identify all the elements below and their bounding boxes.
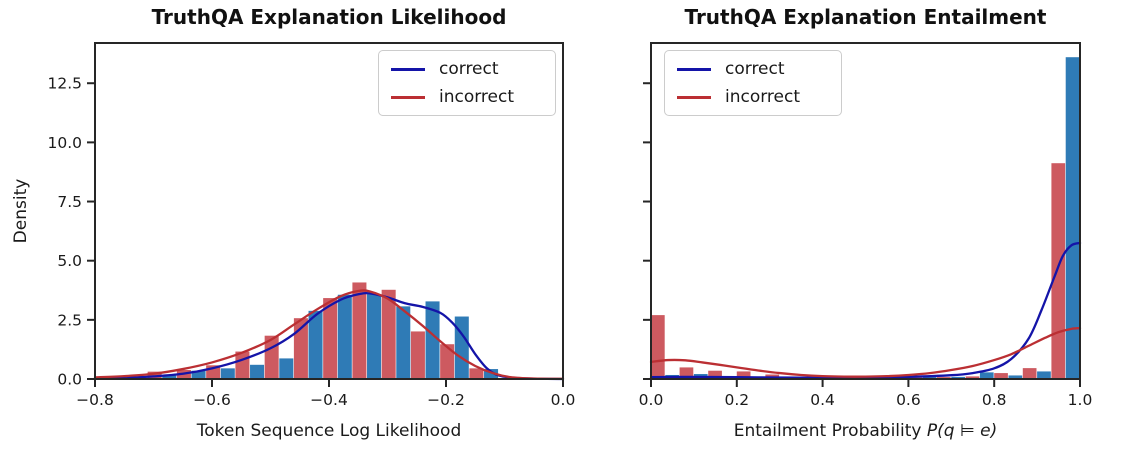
bar-correct <box>337 294 352 379</box>
bar-correct <box>308 310 323 379</box>
bar-correct <box>1008 375 1023 379</box>
x-tick-label: 0.0 <box>551 391 576 409</box>
bar-incorrect <box>1022 368 1037 379</box>
y-tick-label: 0.0 <box>57 371 82 389</box>
bar-correct <box>250 364 265 379</box>
x-tick-label: −0.6 <box>193 391 231 409</box>
y-axis-ticks: 0.0 2.5 5.0 7.5 10.0 12.5 <box>47 75 94 389</box>
x-tick-label: 0.0 <box>639 391 664 409</box>
x-tick-label: −0.4 <box>310 391 348 409</box>
correct-line-swatch <box>391 67 425 71</box>
x-tick-label: 0.6 <box>896 391 921 409</box>
bar-correct <box>951 376 966 379</box>
x-tick-label: −0.8 <box>76 391 114 409</box>
histogram-bars-correct <box>162 294 499 379</box>
correct-line-swatch <box>677 67 711 71</box>
legend-entry-correct: correct <box>391 60 543 79</box>
right-chart-xlabel-math: P(q ⊨ e) <box>926 421 998 441</box>
plot-area-1: 0.0 0.2 0.4 0.6 0.8 1.0 <box>639 42 1093 409</box>
kde-curve-incorrect <box>93 289 565 380</box>
bar-incorrect <box>410 331 425 379</box>
bar-incorrect <box>994 373 1008 379</box>
bar-incorrect <box>293 318 308 379</box>
bar-correct <box>425 301 440 379</box>
y-tick-label: 2.5 <box>57 311 82 329</box>
bar-correct <box>1065 57 1080 379</box>
plot-area-0: −0.8 −0.6 −0.4 −0.2 0.0 0.0 2.5 5.0 7.5 10.0 12.5 <box>47 42 575 409</box>
legend-correct-label: correct <box>725 59 785 79</box>
bar-incorrect <box>650 315 665 379</box>
bar-correct <box>484 369 499 379</box>
bar-correct <box>191 370 206 379</box>
bar-incorrect <box>1051 163 1066 379</box>
bar-correct <box>367 294 382 379</box>
x-tick-label: 1.0 <box>1068 391 1093 409</box>
legend-entry-incorrect: incorrect <box>677 86 829 107</box>
right-chart-xlabel-text: Entailment Probability <box>733 421 927 441</box>
legend-incorrect-label: incorrect <box>725 86 801 107</box>
y-tick-label: 10.0 <box>47 134 82 152</box>
incorrect-line-swatch <box>391 95 425 99</box>
left-chart-xlabel: Token Sequence Log Likelihood <box>95 421 563 441</box>
left-chart-title: TruthQA Explanation Likelihood <box>151 5 507 29</box>
bar-correct <box>396 306 411 379</box>
bar-incorrect <box>965 376 980 379</box>
left-chart-ylabel: Density <box>11 178 31 244</box>
bar-incorrect <box>440 344 455 379</box>
x-axis-ticks: 0.0 0.2 0.4 0.6 0.8 1.0 <box>639 380 1093 409</box>
bar-incorrect <box>235 351 250 379</box>
histogram-bars-incorrect <box>650 163 1066 379</box>
bar-correct <box>279 358 294 379</box>
bar-incorrect <box>323 298 338 379</box>
y-axis-ticks <box>643 82 650 380</box>
right-chart-xlabel: Entailment Probability P(q ⊨ e) <box>651 421 1080 441</box>
kde-curve-incorrect <box>649 326 1082 378</box>
right-chart-legend: correct incorrect <box>664 50 842 117</box>
histogram-bars-incorrect <box>147 282 484 379</box>
bar-correct <box>162 375 177 379</box>
y-tick-label: 5.0 <box>57 252 82 270</box>
legend-incorrect-label: incorrect <box>439 86 515 107</box>
bar-correct <box>454 316 469 379</box>
axes-spines <box>94 42 564 380</box>
legend-entry-correct: correct <box>677 60 829 79</box>
x-tick-label: −0.2 <box>427 391 465 409</box>
left-chart-xlabel-text: Token Sequence Log Likelihood <box>196 421 462 441</box>
bar-incorrect <box>381 289 396 379</box>
bar-incorrect <box>679 367 694 379</box>
x-tick-label: 0.2 <box>724 391 749 409</box>
y-tick-label: 7.5 <box>57 193 82 211</box>
axes-spines <box>650 42 1081 380</box>
x-tick-label: 0.4 <box>810 391 835 409</box>
x-tick-label: 0.8 <box>982 391 1007 409</box>
bar-correct <box>1037 371 1051 379</box>
left-chart-legend: correct incorrect <box>378 50 556 117</box>
bar-correct <box>220 368 235 379</box>
x-axis-ticks: −0.8 −0.6 −0.4 −0.2 0.0 <box>76 380 575 409</box>
legend-entry-incorrect: incorrect <box>391 86 543 107</box>
incorrect-line-swatch <box>677 95 711 99</box>
right-chart-title: TruthQA Explanation Entailment <box>684 5 1047 29</box>
bar-correct <box>979 372 994 379</box>
bar-incorrect <box>708 370 722 379</box>
bar-incorrect <box>469 368 484 379</box>
bar-incorrect <box>352 282 367 379</box>
legend-correct-label: correct <box>439 59 499 79</box>
bar-incorrect <box>736 371 751 379</box>
y-tick-label: 12.5 <box>47 75 82 93</box>
kde-curve-correct <box>649 241 1082 379</box>
